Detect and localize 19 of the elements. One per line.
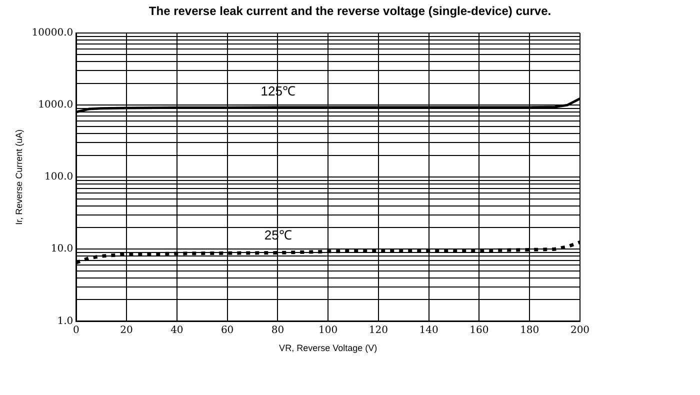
y-tick-label: 100.0 bbox=[44, 172, 74, 183]
x-tick-label: 80 bbox=[271, 324, 284, 336]
y-tick-label: 10000.0 bbox=[32, 28, 74, 39]
x-axis-title: VR, Reverse Voltage (V) bbox=[279, 343, 378, 354]
x-tick-label: 180 bbox=[520, 324, 540, 336]
x-tick-label: 160 bbox=[470, 324, 489, 336]
x-tick-label: 60 bbox=[220, 324, 234, 336]
x-tick-label: 40 bbox=[170, 324, 184, 336]
x-tick-label: 200 bbox=[570, 324, 590, 336]
x-tick-label: 0 bbox=[72, 324, 80, 336]
chart-title: The reverse leak current and the reverse voltage (single-device) curve. bbox=[148, 3, 552, 20]
x-tick-label: 20 bbox=[120, 324, 133, 336]
x-tick-label: 140 bbox=[419, 324, 438, 336]
y-tick-label: 1.0 bbox=[57, 316, 74, 327]
y-axis-title: Ir, Reverse Current (uA) bbox=[14, 129, 24, 225]
x-tick-label: 100 bbox=[318, 324, 338, 336]
x-tick-label: 120 bbox=[368, 324, 388, 336]
y-tick-label: 10.0 bbox=[50, 244, 74, 255]
y-tick-label: 1000.0 bbox=[38, 100, 74, 111]
